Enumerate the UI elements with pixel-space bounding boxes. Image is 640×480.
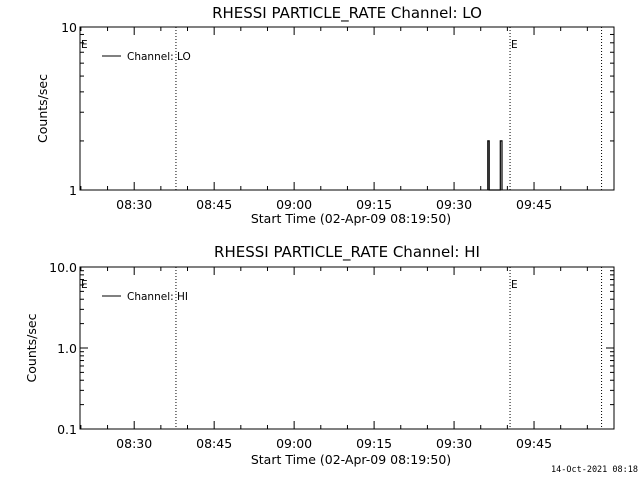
x-tick-label: 08:45 [196, 436, 232, 451]
eclipse-marker-label: E [511, 39, 518, 51]
x-tick-label: 08:30 [116, 436, 152, 451]
y-tick-label: 1 [69, 183, 77, 198]
y-axis-label: Counts/sec [35, 74, 50, 143]
x-tick-label: 08:30 [116, 197, 152, 212]
legend-entry: Channel: HI [127, 291, 188, 303]
chart-title: RHESSI PARTICLE_RATE Channel: HI [214, 243, 480, 262]
y-axis-label: Counts/sec [24, 313, 39, 382]
x-tick-label: 09:00 [276, 197, 312, 212]
footer-timestamp: 14-Oct-2021 08:18 [551, 465, 638, 475]
x-tick-label: 08:45 [196, 197, 232, 212]
eclipse-marker-label: E [511, 279, 518, 291]
series-line-1 [487, 140, 503, 191]
eclipse-marker-label: E [81, 39, 88, 51]
chart-panel-2: RHESSI PARTICLE_RATE Channel: HI 08:30 08:… [24, 243, 615, 467]
x-tick-label: 09:15 [356, 436, 392, 451]
y-tick-label: 0.1 [57, 422, 77, 437]
y-tick-label: 1.0 [57, 341, 77, 356]
x-tick-label: 09:00 [276, 436, 312, 451]
legend-entry: Channel: LO [127, 51, 191, 63]
x-axis-label: Start Time (02-Apr-09 08:19:50) [251, 211, 451, 226]
x-tick-label: 09:45 [516, 197, 552, 212]
y-tick-label: 10.0 [49, 260, 77, 275]
x-tick-label: 09:30 [436, 197, 472, 212]
chart-title: RHESSI PARTICLE_RATE Channel: LO [212, 4, 482, 23]
chart-panel-1: RHESSI PARTICLE_RATE Channel: LO 08:30 08:… [35, 4, 615, 226]
x-tick-label: 09:15 [356, 197, 392, 212]
x-tick-label: 09:30 [436, 436, 472, 451]
x-tick-label: 09:45 [516, 436, 552, 451]
eclipse-marker-label: E [81, 279, 88, 291]
y-tick-label: 10 [61, 20, 77, 35]
x-axis-label: Start Time (02-Apr-09 08:19:50) [251, 452, 451, 467]
